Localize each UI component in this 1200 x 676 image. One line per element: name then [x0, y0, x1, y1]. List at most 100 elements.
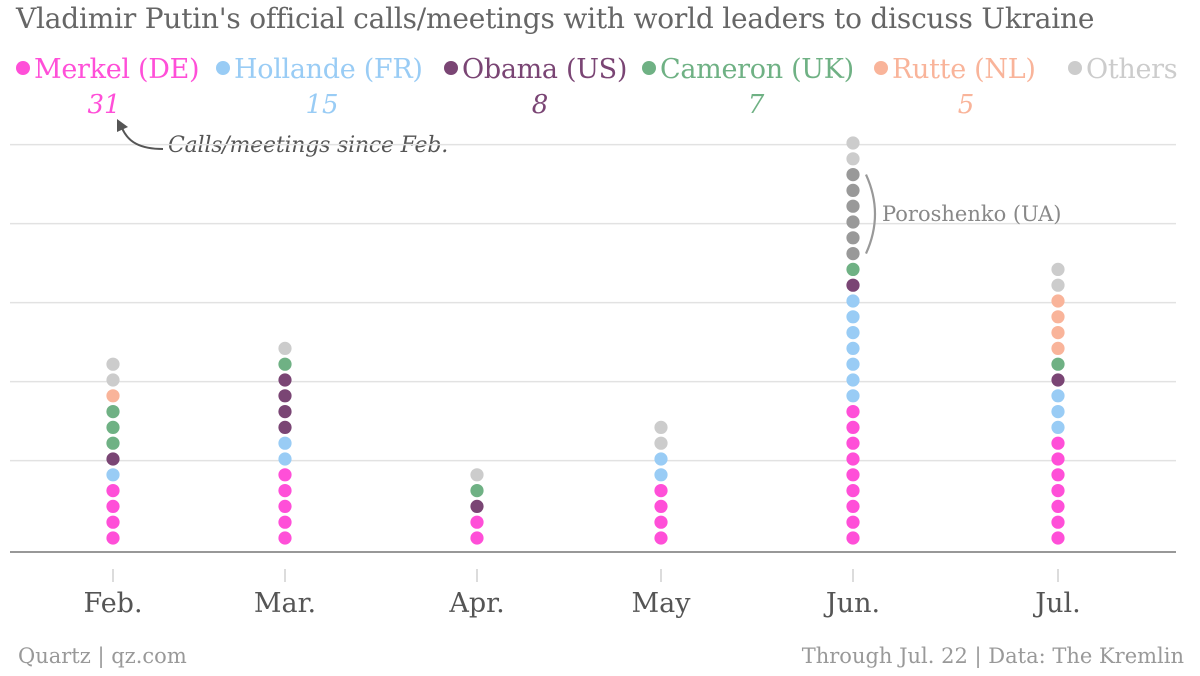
data-point [846, 231, 860, 245]
data-point [654, 468, 668, 482]
data-point [278, 357, 292, 371]
data-point [654, 499, 668, 513]
data-point [654, 531, 668, 545]
legend-dot-icon [642, 61, 656, 75]
total-count: 15 [305, 90, 339, 120]
legend-dot-icon [874, 61, 888, 75]
data-point [106, 357, 120, 371]
data-point [106, 420, 120, 434]
data-point [278, 420, 292, 434]
data-point [846, 405, 860, 419]
data-point [846, 262, 860, 276]
data-point [846, 183, 860, 197]
data-point [470, 484, 484, 498]
data-point [278, 484, 292, 498]
x-tick-label: Mar. [254, 588, 316, 619]
data-point [1051, 373, 1065, 387]
bracket-line [864, 174, 877, 255]
data-point [470, 515, 484, 529]
footer-source-left: Quartz | qz.com [18, 644, 187, 668]
data-point [278, 389, 292, 403]
data-point [846, 357, 860, 371]
data-point [654, 484, 668, 498]
legend-dot-icon [16, 61, 30, 75]
legend-label: Others [1086, 54, 1178, 85]
bracket-label: Poroshenko (UA) [882, 202, 1062, 226]
legend-label: Cameron (UK) [660, 54, 854, 85]
legend-dot-icon [444, 61, 458, 75]
data-point [1051, 310, 1065, 324]
legend-item: Merkel (DE) [16, 54, 200, 85]
data-point [846, 310, 860, 324]
data-point [654, 452, 668, 466]
data-point [1051, 515, 1065, 529]
data-point [846, 152, 860, 166]
data-point [1051, 484, 1065, 498]
data-point [846, 168, 860, 182]
data-point [654, 436, 668, 450]
legend-label: Merkel (DE) [34, 54, 200, 85]
legend-dot-icon [216, 61, 230, 75]
x-tick-label: Jun. [823, 588, 880, 619]
data-point [846, 341, 860, 355]
legend-label: Obama (US) [462, 54, 628, 85]
data-point [106, 515, 120, 529]
data-point [846, 373, 860, 387]
legend-dot-icon [1068, 61, 1082, 75]
footer-source-right: Through Jul. 22 | Data: The Kremlin [801, 644, 1184, 668]
data-point [1051, 468, 1065, 482]
data-point [106, 499, 120, 513]
data-point [278, 531, 292, 545]
x-tick-label: Apr. [448, 588, 504, 619]
data-point [846, 452, 860, 466]
arrowhead-icon [117, 119, 128, 132]
data-point [846, 247, 860, 261]
data-point [106, 531, 120, 545]
data-point [470, 499, 484, 513]
data-point [1051, 326, 1065, 340]
legend: Merkel (DE) Hollande (FR) Obama (US) Camero… [16, 54, 1186, 90]
data-point [1051, 294, 1065, 308]
data-point [846, 531, 860, 545]
data-point [846, 499, 860, 513]
data-point [106, 452, 120, 466]
data-point [1051, 357, 1065, 371]
data-point [106, 484, 120, 498]
data-point [654, 515, 668, 529]
legend-item: Others [1068, 54, 1178, 85]
chart-title: Vladimir Putin's official calls/meetings… [16, 2, 1095, 35]
total-count: 8 [531, 90, 549, 120]
x-tick-label: May [632, 588, 692, 619]
legend-label: Rutte (NL) [892, 54, 1036, 85]
data-point [1051, 436, 1065, 450]
total-count: 5 [957, 90, 975, 120]
data-point [470, 531, 484, 545]
legend-item: Hollande (FR) [216, 54, 423, 85]
data-point [278, 405, 292, 419]
data-point [846, 389, 860, 403]
legend-item: Obama (US) [444, 54, 627, 85]
data-point [278, 373, 292, 387]
data-point [278, 499, 292, 513]
data-point [1051, 531, 1065, 545]
data-point [106, 373, 120, 387]
data-point [846, 326, 860, 340]
legend-item: Cameron (UK) [642, 54, 854, 85]
data-point [846, 468, 860, 482]
data-point [278, 515, 292, 529]
data-point [106, 389, 120, 403]
data-point [1051, 405, 1065, 419]
data-point [654, 420, 668, 434]
data-point [106, 468, 120, 482]
total-count: 31 [87, 90, 121, 120]
x-tick-label: Feb. [83, 588, 142, 619]
data-point [1051, 389, 1065, 403]
annotation-arrow [121, 127, 164, 150]
data-point [846, 436, 860, 450]
data-point [846, 420, 860, 434]
totals-annotation: Calls/meetings since Feb. [168, 133, 449, 158]
data-point [1051, 452, 1065, 466]
data-point [846, 294, 860, 308]
